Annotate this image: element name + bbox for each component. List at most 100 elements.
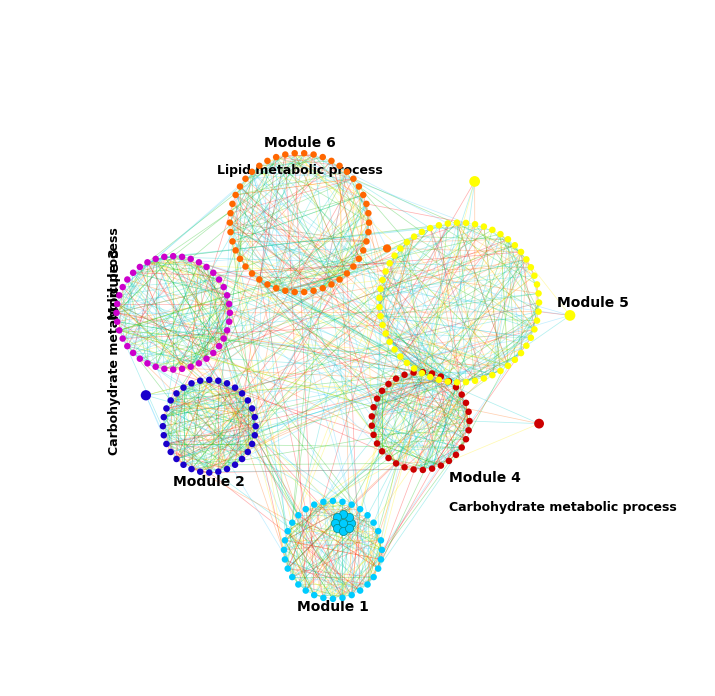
Point (230, 459, 241, 470)
Point (533, 297, 545, 308)
Point (317, 283, 328, 294)
Point (368, 429, 379, 441)
Point (417, 367, 428, 378)
Point (222, 464, 233, 475)
Point (227, 236, 238, 247)
Point (225, 217, 236, 228)
Point (521, 340, 532, 351)
Point (212, 466, 224, 477)
Point (456, 389, 468, 400)
Point (463, 406, 474, 418)
Point (376, 445, 388, 457)
Point (308, 499, 320, 510)
Point (346, 517, 358, 528)
Point (230, 189, 242, 200)
Point (250, 420, 262, 432)
Point (374, 301, 385, 313)
Point (341, 166, 352, 177)
Point (377, 319, 388, 331)
Point (201, 262, 212, 273)
Point (525, 332, 536, 343)
Point (408, 367, 419, 378)
Point (289, 148, 300, 159)
Point (218, 333, 230, 344)
Point (343, 511, 355, 522)
Point (167, 251, 179, 262)
Point (528, 324, 540, 335)
Point (390, 458, 402, 469)
Point (235, 253, 246, 264)
Point (358, 189, 369, 200)
Point (213, 340, 225, 351)
Point (300, 504, 312, 515)
Point (185, 361, 197, 372)
Text: Module 4: Module 4 (449, 470, 521, 484)
Text: Module 6: Module 6 (264, 136, 335, 150)
Point (225, 307, 236, 318)
Point (337, 509, 349, 520)
Point (117, 281, 129, 292)
Point (368, 571, 380, 583)
Point (389, 344, 400, 355)
Point (207, 347, 219, 358)
Point (201, 353, 212, 364)
Point (383, 452, 394, 464)
Point (240, 261, 251, 272)
Point (442, 218, 453, 229)
Point (460, 397, 472, 409)
Point (395, 351, 406, 362)
Point (246, 166, 257, 177)
Point (171, 453, 182, 464)
Point (186, 464, 197, 475)
Point (343, 523, 355, 534)
Point (425, 223, 436, 234)
Point (353, 181, 365, 192)
Point (346, 499, 358, 510)
Point (298, 287, 310, 298)
Point (487, 370, 498, 381)
Point (337, 525, 349, 537)
Point (204, 467, 215, 478)
Point (112, 316, 123, 327)
Point (495, 228, 506, 239)
Point (375, 310, 386, 322)
Point (509, 354, 521, 365)
Point (464, 416, 475, 427)
Point (254, 160, 265, 171)
Point (353, 253, 365, 264)
Point (368, 517, 380, 528)
Point (134, 262, 146, 273)
Point (327, 496, 339, 507)
Point (330, 517, 341, 528)
Point (399, 369, 410, 380)
Point (360, 198, 372, 209)
Point (377, 274, 388, 285)
Point (469, 176, 480, 187)
Point (334, 160, 345, 171)
Point (317, 152, 328, 163)
Point (242, 446, 254, 457)
Point (308, 590, 320, 601)
Point (533, 288, 544, 299)
Point (300, 585, 312, 596)
Point (450, 381, 462, 393)
Point (376, 385, 388, 396)
Point (249, 429, 260, 441)
Point (435, 371, 447, 382)
Point (225, 207, 236, 219)
Point (308, 149, 320, 160)
Point (177, 363, 188, 374)
Point (230, 245, 242, 256)
Point (376, 544, 388, 555)
Point (363, 227, 374, 238)
Point (224, 316, 235, 327)
Point (127, 347, 139, 358)
Point (194, 466, 206, 477)
Point (142, 358, 153, 369)
Point (469, 375, 480, 386)
Point (227, 198, 238, 209)
Text: Module 2: Module 2 (173, 475, 245, 489)
Point (341, 268, 352, 279)
Point (332, 511, 343, 522)
Point (298, 148, 310, 159)
